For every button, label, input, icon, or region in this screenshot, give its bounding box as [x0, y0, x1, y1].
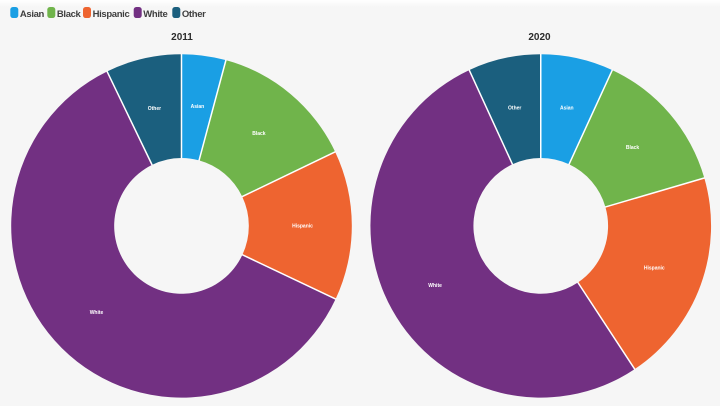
svg-text:Asian: Asian [560, 106, 574, 112]
svg-text:Hispanic: Hispanic [644, 266, 665, 272]
svg-text:Other: Other [148, 106, 161, 112]
svg-text:Black: Black [626, 145, 640, 151]
svg-text:Black: Black [252, 131, 266, 137]
svg-text:Other: Other [508, 106, 521, 112]
svg-text:Asian: Asian [20, 9, 45, 20]
svg-text:Black: Black [57, 9, 82, 20]
svg-text:2011: 2011 [171, 32, 193, 43]
svg-text:2020: 2020 [528, 32, 551, 43]
svg-text:White: White [428, 283, 442, 289]
svg-text:White: White [90, 310, 104, 316]
svg-text:White: White [143, 9, 167, 20]
svg-text:Hispanic: Hispanic [93, 9, 130, 20]
svg-text:Other: Other [182, 9, 206, 20]
svg-text:Asian: Asian [191, 104, 205, 110]
svg-text:Hispanic: Hispanic [292, 224, 313, 230]
